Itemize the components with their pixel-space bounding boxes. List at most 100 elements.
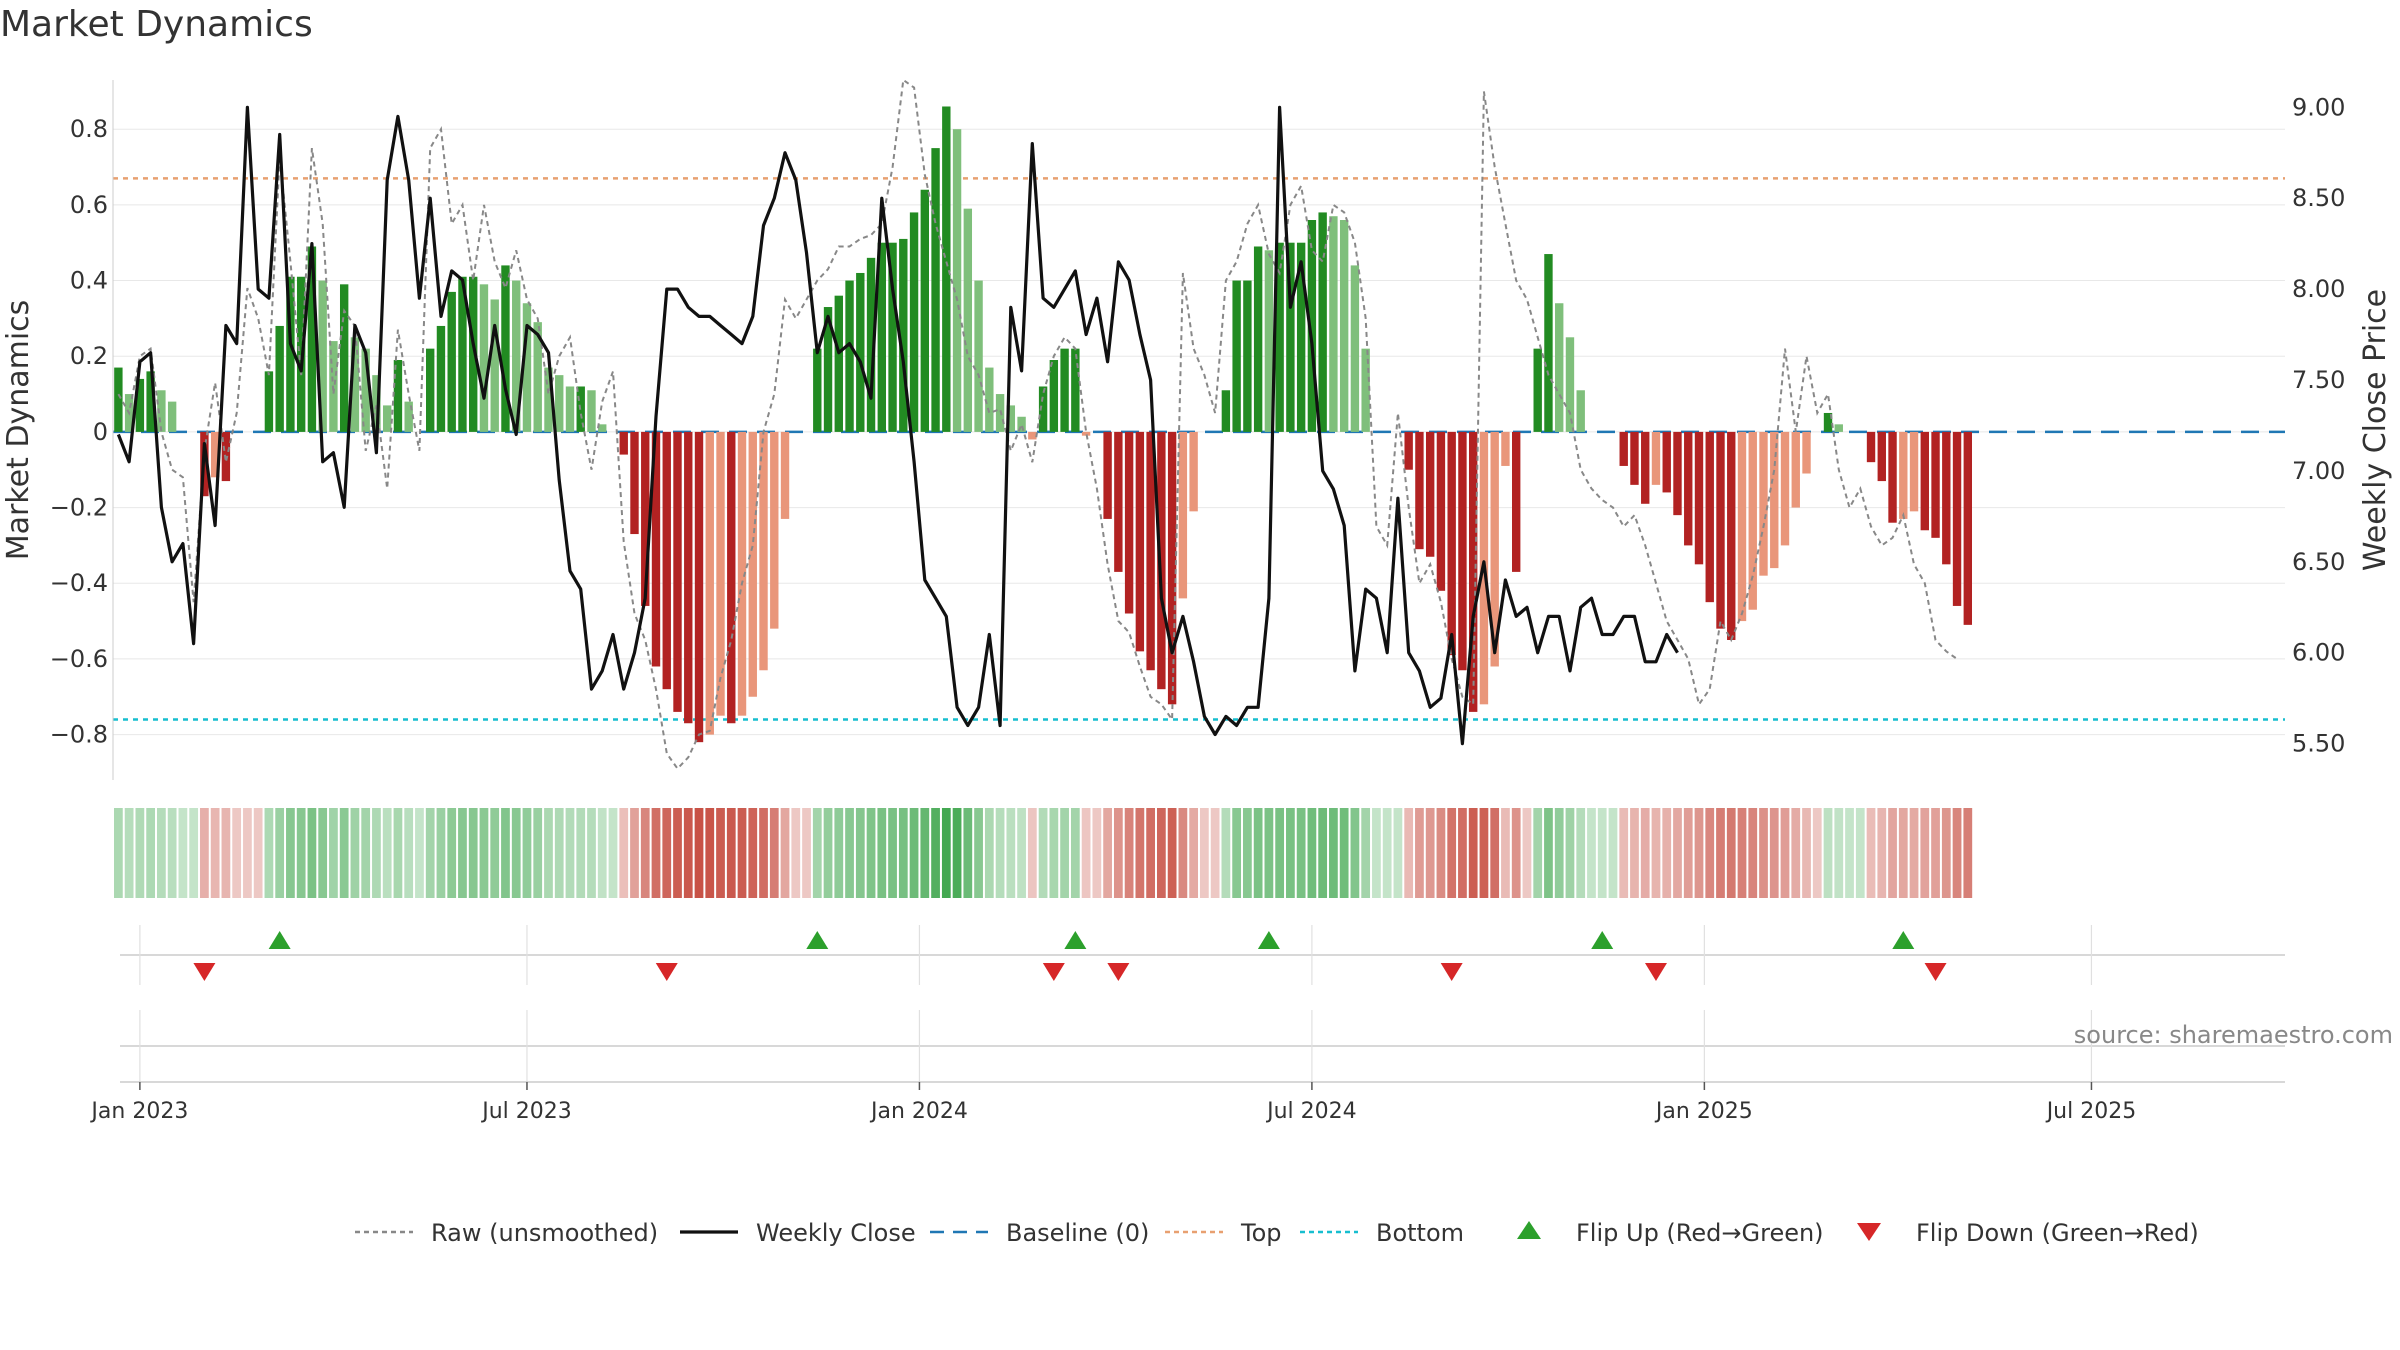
heat-cell	[1511, 808, 1521, 898]
y-right-tick-label: 5.50	[2292, 730, 2345, 758]
heat-cell	[425, 808, 435, 898]
x-tick-label: Jan 2024	[869, 1099, 968, 1124]
heat-strip	[114, 808, 1973, 898]
dynamics-bar	[866, 257, 876, 432]
dynamics-bar	[985, 367, 994, 432]
heat-cell	[1393, 808, 1403, 898]
dynamics-bar	[952, 129, 962, 432]
dynamics-bar	[1555, 303, 1564, 432]
dynamics-bar	[598, 424, 607, 432]
dynamics-bar	[1802, 431, 1811, 474]
dynamics-bar	[339, 284, 349, 432]
y-right-tick-label: 8.00	[2292, 275, 2345, 303]
dynamics-bar	[1006, 405, 1016, 432]
legend-label: Raw (unsmoothed)	[431, 1219, 658, 1247]
dynamics-bar	[834, 295, 843, 432]
heat-cell	[1737, 808, 1747, 898]
dynamics-bar	[350, 337, 360, 432]
heat-cell	[1640, 808, 1650, 898]
flip-down-marker	[655, 963, 678, 981]
heat-cell	[135, 808, 145, 898]
heat-cell	[1544, 808, 1553, 898]
heat-cell	[1963, 808, 1973, 898]
heat-cell	[1027, 808, 1037, 898]
dynamics-bar	[286, 276, 295, 432]
dynamics-bar	[705, 431, 714, 735]
dynamics-bar	[501, 265, 510, 432]
heat-cell	[608, 808, 618, 898]
heat-cell	[769, 808, 779, 898]
dynamics-bar	[490, 299, 499, 432]
dynamics-bar	[1490, 431, 1499, 667]
heat-cell	[232, 808, 242, 898]
heat-cell	[1845, 808, 1854, 898]
flip-down-marker	[1924, 963, 1947, 981]
heat-cell	[436, 808, 446, 898]
heat-cell	[1651, 808, 1661, 898]
dynamics-bar	[1963, 431, 1972, 625]
heat-cell	[630, 808, 639, 898]
dynamics-bar	[544, 367, 553, 432]
flip-up-marker	[1257, 931, 1280, 949]
dynamics-bar	[1071, 348, 1080, 432]
dynamics-bar	[1866, 431, 1876, 463]
dynamics-bar	[1544, 254, 1553, 432]
legend-item: Raw (unsmoothed)	[355, 1219, 658, 1247]
dynamics-bar	[1404, 431, 1413, 470]
dynamics-bar	[1533, 348, 1542, 432]
raw-line	[117, 78, 1958, 771]
heat-cell	[576, 808, 586, 898]
heat-cell	[124, 808, 134, 898]
dynamics-bar	[1135, 431, 1145, 652]
heat-cell	[146, 808, 156, 898]
flip-up-marker	[1064, 931, 1087, 949]
heat-cell	[705, 808, 715, 898]
heat-cell	[1802, 808, 1811, 898]
heat-cell	[1554, 808, 1564, 898]
dynamics-bar	[1307, 220, 1317, 432]
dynamics-bar	[716, 431, 725, 716]
heat-cell	[1425, 808, 1435, 898]
dynamics-bar	[1028, 431, 1037, 440]
heat-cell	[748, 808, 758, 898]
heat-cell	[855, 808, 865, 898]
dynamics-bar	[1253, 246, 1263, 432]
flip-down-marker	[193, 963, 216, 981]
dynamics-bar	[1447, 431, 1456, 656]
dynamics-bar	[555, 375, 564, 432]
heat-cell	[1350, 808, 1360, 898]
heat-cell	[1006, 808, 1016, 898]
legend-label: Top	[1240, 1219, 1282, 1247]
heat-cell	[522, 808, 532, 898]
dynamics-bar	[1296, 242, 1306, 432]
y-left-tick-label: 0.8	[70, 115, 108, 143]
legend-label: Flip Down (Green→Red)	[1916, 1219, 2199, 1247]
heat-cell	[339, 808, 349, 898]
dynamics-bar	[1017, 416, 1026, 432]
dynamics-bar	[641, 431, 650, 606]
heat-cell	[941, 808, 951, 898]
heat-cell	[1436, 808, 1446, 898]
dynamics-bar	[210, 431, 220, 478]
dynamics-bar	[1038, 386, 1048, 432]
x-tick-label: Jul 2024	[1265, 1099, 1357, 1124]
y-left-tick-label: 0.4	[70, 267, 108, 295]
heat-cell	[178, 808, 188, 898]
heat-cell	[1286, 808, 1295, 898]
dynamics-bar	[1619, 431, 1628, 466]
legend-item: Baseline (0)	[930, 1219, 1149, 1247]
heat-cell	[1296, 808, 1306, 898]
legend-label: Baseline (0)	[1006, 1219, 1149, 1247]
heat-cell	[1931, 808, 1940, 898]
heat-cell	[1017, 808, 1026, 898]
heat-cell	[1823, 808, 1833, 898]
legend-label: Weekly Close	[756, 1219, 916, 1247]
heat-cell	[673, 808, 682, 898]
dynamics-bar	[1275, 242, 1284, 432]
heat-cell	[759, 808, 768, 898]
dynamics-bar	[1942, 431, 1951, 565]
heat-cell	[1415, 808, 1424, 898]
heat-cell	[243, 808, 252, 898]
source-credit: source: sharemaestro.com	[2074, 1021, 2393, 1049]
dynamics-bar	[770, 431, 779, 629]
